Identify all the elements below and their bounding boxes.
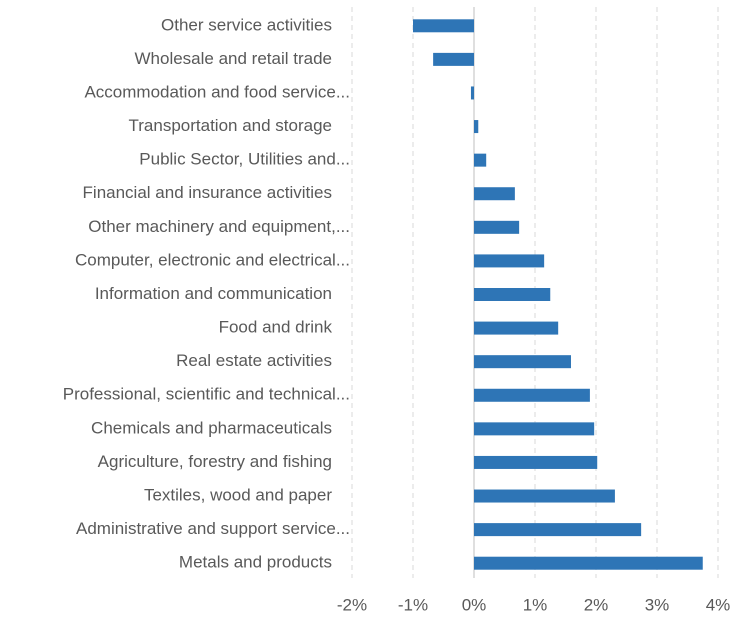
x-tick-label: 1% [523,595,548,614]
bar [474,556,703,570]
y-tick-label: Chemicals and pharmaceuticals [91,418,332,437]
y-tick-label: Accommodation and food service... [84,82,350,101]
y-tick-label: Wholesale and retail trade [134,49,332,68]
y-tick-label: Public Sector, Utilities and... [139,150,350,169]
bar [474,254,545,268]
bar [474,187,515,201]
y-tick-label: Professional, scientific and technical..… [63,385,350,404]
x-tick-label: 2% [584,595,609,614]
y-tick-label: Financial and insurance activities [83,183,332,202]
bar [474,388,590,402]
bar [474,523,642,537]
bar [474,321,559,335]
bar [433,52,474,66]
x-tick-label: 4% [706,595,731,614]
x-tick-label: 0% [462,595,487,614]
y-tick-label: Other service activities [161,15,332,34]
bar [474,220,520,234]
y-tick-label: Transportation and storage [129,116,333,135]
bar [474,120,479,134]
y-tick-label: Food and drink [219,318,333,337]
y-tick-label: Real estate activities [176,351,332,370]
x-tick-label: -2% [337,595,367,614]
y-tick-label: Other machinery and equipment,... [88,217,350,236]
y-tick-label: Agriculture, forestry and fishing [98,452,332,471]
bar [474,355,571,369]
bar [413,19,474,33]
y-tick-label: Administrative and support service... [76,519,350,538]
y-tick-label: Metals and products [179,553,332,572]
x-tick-label: -1% [398,595,428,614]
y-tick-label: Information and communication [95,284,332,303]
y-tick-label: Textiles, wood and paper [144,486,332,505]
bar [474,422,595,436]
x-tick-label: 3% [645,595,670,614]
bar [474,288,551,301]
bar [474,153,487,167]
y-tick-label: Computer, electronic and electrical... [75,250,350,269]
bar [474,455,598,469]
bar [474,489,615,503]
bar [470,86,474,100]
